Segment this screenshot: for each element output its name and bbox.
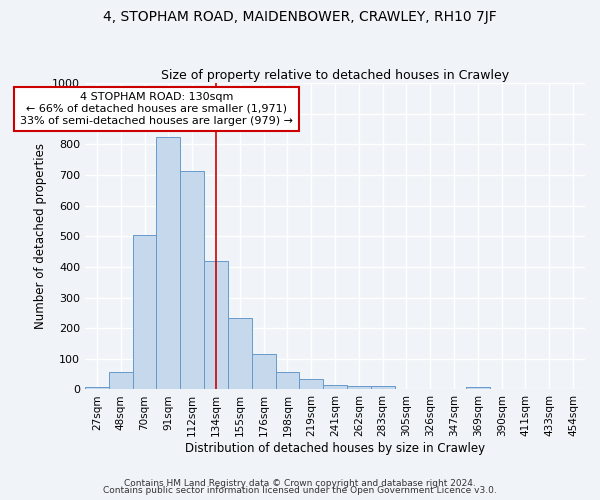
Bar xyxy=(85,387,109,390)
Bar xyxy=(204,261,228,390)
Bar xyxy=(228,318,252,390)
Y-axis label: Number of detached properties: Number of detached properties xyxy=(34,144,47,330)
Text: Contains public sector information licensed under the Open Government Licence v3: Contains public sector information licen… xyxy=(103,486,497,495)
Bar xyxy=(371,386,395,390)
Text: 4 STOPHAM ROAD: 130sqm
← 66% of detached houses are smaller (1,971)
33% of semi-: 4 STOPHAM ROAD: 130sqm ← 66% of detached… xyxy=(20,92,293,126)
X-axis label: Distribution of detached houses by size in Crawley: Distribution of detached houses by size … xyxy=(185,442,485,455)
Bar xyxy=(275,372,299,390)
Text: Contains HM Land Registry data © Crown copyright and database right 2024.: Contains HM Land Registry data © Crown c… xyxy=(124,478,476,488)
Bar xyxy=(109,372,133,390)
Bar xyxy=(157,137,180,390)
Bar xyxy=(133,235,157,390)
Text: 4, STOPHAM ROAD, MAIDENBOWER, CRAWLEY, RH10 7JF: 4, STOPHAM ROAD, MAIDENBOWER, CRAWLEY, R… xyxy=(103,10,497,24)
Title: Size of property relative to detached houses in Crawley: Size of property relative to detached ho… xyxy=(161,69,509,82)
Bar xyxy=(347,386,371,390)
Bar xyxy=(252,354,275,390)
Bar xyxy=(180,171,204,390)
Bar xyxy=(466,387,490,390)
Bar xyxy=(323,385,347,390)
Bar xyxy=(299,380,323,390)
